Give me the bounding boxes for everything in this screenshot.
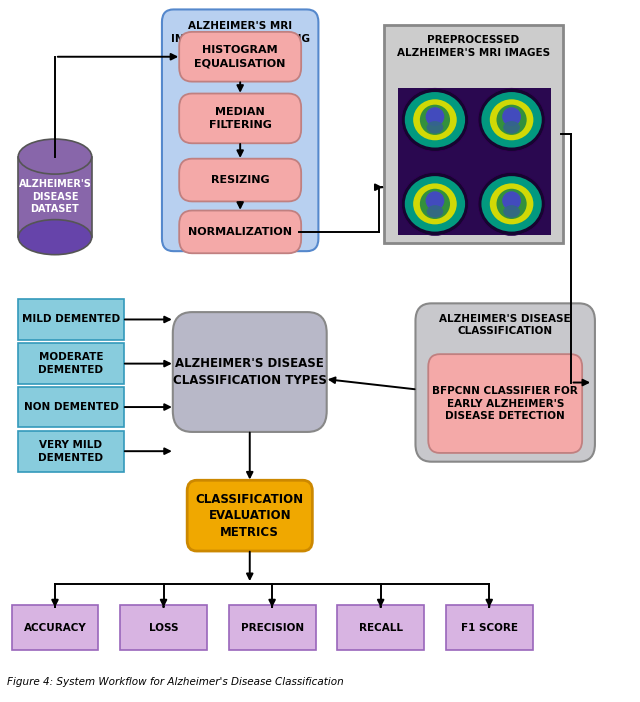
- Ellipse shape: [401, 88, 468, 152]
- Ellipse shape: [481, 176, 541, 232]
- Bar: [398, 88, 551, 235]
- Ellipse shape: [413, 183, 457, 225]
- Text: ALZHEIMER'S
DISEASE
DATASET: ALZHEIMER'S DISEASE DATASET: [19, 180, 92, 214]
- Ellipse shape: [19, 220, 92, 255]
- Ellipse shape: [497, 189, 527, 219]
- Text: F1 SCORE: F1 SCORE: [461, 623, 518, 633]
- Ellipse shape: [413, 99, 457, 140]
- Text: ALZHEIMER'S DISEASE
CLASSIFICATION: ALZHEIMER'S DISEASE CLASSIFICATION: [440, 314, 571, 336]
- FancyBboxPatch shape: [18, 387, 124, 428]
- FancyBboxPatch shape: [173, 312, 326, 432]
- Text: ALZHEIMER'S MRI
IMAGE PREPROCESSING: ALZHEIMER'S MRI IMAGE PREPROCESSING: [171, 21, 310, 44]
- Text: ACCURACY: ACCURACY: [24, 623, 86, 633]
- FancyBboxPatch shape: [415, 303, 595, 462]
- Ellipse shape: [503, 121, 520, 133]
- FancyBboxPatch shape: [18, 431, 124, 472]
- FancyBboxPatch shape: [383, 25, 563, 243]
- Text: Figure 4: System Workflow for Alzheimer's Disease Classification: Figure 4: System Workflow for Alzheimer'…: [7, 677, 344, 687]
- Ellipse shape: [404, 176, 465, 232]
- Ellipse shape: [490, 183, 533, 225]
- Ellipse shape: [502, 107, 521, 126]
- FancyBboxPatch shape: [179, 159, 301, 201]
- Text: HISTOGRAM
EQUALISATION: HISTOGRAM EQUALISATION: [195, 46, 286, 68]
- Text: MILD DEMENTED: MILD DEMENTED: [22, 314, 120, 324]
- Ellipse shape: [401, 173, 468, 235]
- Ellipse shape: [497, 105, 527, 135]
- Text: PREPROCESSED
ALZHEIMER'S MRI IMAGES: PREPROCESSED ALZHEIMER'S MRI IMAGES: [397, 35, 550, 58]
- Text: BFPCNN CLASSIFIER FOR
EARLY ALZHEIMER'S
DISEASE DETECTION: BFPCNN CLASSIFIER FOR EARLY ALZHEIMER'S …: [433, 385, 578, 421]
- Text: MODERATE
DEMENTED: MODERATE DEMENTED: [38, 352, 104, 375]
- Text: NON DEMENTED: NON DEMENTED: [24, 402, 118, 412]
- FancyBboxPatch shape: [446, 605, 532, 650]
- FancyBboxPatch shape: [187, 480, 312, 551]
- Ellipse shape: [503, 205, 520, 218]
- FancyBboxPatch shape: [179, 32, 301, 81]
- Ellipse shape: [502, 191, 521, 210]
- Bar: [19, 157, 92, 237]
- Ellipse shape: [19, 139, 92, 174]
- Text: CLASSIFICATION
EVALUATION
METRICS: CLASSIFICATION EVALUATION METRICS: [196, 493, 304, 538]
- FancyBboxPatch shape: [12, 605, 99, 650]
- Text: RESIZING: RESIZING: [211, 175, 269, 185]
- Ellipse shape: [427, 121, 444, 133]
- FancyBboxPatch shape: [228, 605, 316, 650]
- FancyBboxPatch shape: [179, 211, 301, 253]
- Ellipse shape: [427, 205, 444, 218]
- FancyBboxPatch shape: [18, 343, 124, 384]
- Ellipse shape: [478, 173, 545, 235]
- Ellipse shape: [481, 92, 541, 147]
- Ellipse shape: [426, 107, 444, 126]
- Text: VERY MILD
DEMENTED: VERY MILD DEMENTED: [38, 439, 104, 463]
- Text: PRECISION: PRECISION: [241, 623, 303, 633]
- FancyBboxPatch shape: [162, 9, 319, 251]
- FancyBboxPatch shape: [120, 605, 207, 650]
- Ellipse shape: [404, 92, 465, 147]
- Ellipse shape: [490, 99, 533, 140]
- Ellipse shape: [426, 191, 444, 210]
- FancyBboxPatch shape: [428, 354, 582, 453]
- Ellipse shape: [420, 189, 450, 219]
- Ellipse shape: [420, 105, 450, 135]
- FancyBboxPatch shape: [179, 93, 301, 143]
- Text: ALZHEIMER'S DISEASE
CLASSIFICATION TYPES: ALZHEIMER'S DISEASE CLASSIFICATION TYPES: [173, 357, 326, 387]
- Text: RECALL: RECALL: [358, 623, 403, 633]
- Text: NORMALIZATION: NORMALIZATION: [188, 227, 292, 237]
- Text: MEDIAN
FILTERING: MEDIAN FILTERING: [209, 107, 271, 130]
- Text: LOSS: LOSS: [148, 623, 179, 633]
- Ellipse shape: [478, 88, 545, 152]
- FancyBboxPatch shape: [337, 605, 424, 650]
- FancyBboxPatch shape: [18, 299, 124, 340]
